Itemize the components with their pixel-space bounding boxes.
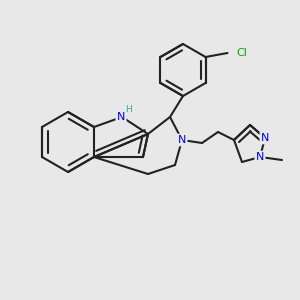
Text: H: H <box>124 106 131 115</box>
Text: N: N <box>178 135 186 145</box>
Text: N: N <box>256 152 264 162</box>
Text: N: N <box>117 112 125 122</box>
Text: Cl: Cl <box>236 48 247 58</box>
Text: N: N <box>261 133 269 143</box>
